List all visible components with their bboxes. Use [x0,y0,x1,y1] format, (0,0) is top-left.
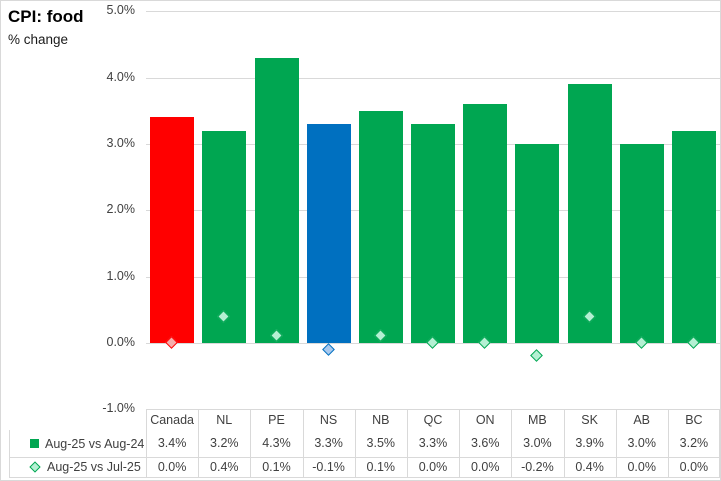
bar-bc [671,131,716,343]
table-header-nb: NB [372,413,390,427]
legend-square-icon [30,439,39,448]
table-column-border [406,409,408,477]
bar-qc [411,124,455,343]
table-row-divider [9,457,720,458]
table-column-border [719,409,720,477]
y-axis-label: 3.0% [106,136,136,150]
table-header-qc: QC [423,413,443,427]
table-cell-monthly-pe: 0.1% [262,460,291,474]
bar-nl [202,131,247,343]
table-header-ab: AB [633,413,651,427]
table-cell-yearly-on: 3.6% [470,436,500,450]
bar-on [463,104,508,343]
table-cell-yearly-nl: 3.2% [210,436,239,450]
table-column-border [563,409,565,477]
table-header-nl: NL [216,413,233,427]
table-column-border [511,409,513,477]
bar-nb [358,111,403,343]
y-axis-label: 0.0% [106,335,136,349]
table-header-on: ON [475,413,495,427]
table-header-bc: BC [685,413,703,427]
table-cell-yearly-ab: 3.0% [627,436,656,450]
table-cell-yearly-ns: 3.3% [314,436,343,450]
table-column-border [198,409,200,477]
table-column-border [459,409,461,477]
table-header-mb: MB [528,413,547,427]
y-axis-label: 4.0% [106,70,136,84]
table-column-border [146,409,147,477]
chart-subtitle: % change [8,32,69,47]
legend-item-yearly: Aug-25 vs Aug-24 [9,430,146,457]
table-cell-yearly-pe: 4.3% [262,436,291,450]
chart-title: CPI: food [8,7,84,26]
table-header-sk: SK [581,413,598,427]
table-cell-yearly-qc: 3.3% [418,436,448,450]
table-column-border [667,409,669,477]
table-header-ns: NS [319,413,338,427]
legend-label-monthly: Aug-25 vs Jul-25 [47,460,141,474]
table-cell-monthly-qc: 0.0% [418,460,448,474]
table-bottom-border [9,477,720,478]
table-top-border [146,409,720,410]
bar-ns [306,124,351,343]
legend-item-monthly: Aug-25 vs Jul-25 [9,457,146,477]
bar-mb [515,144,560,343]
table-cell-yearly-canada: 3.4% [157,436,187,450]
table-legend-left-border [9,430,10,477]
table-cell-monthly-nl: 0.4% [210,460,239,474]
table-column-border [302,409,304,477]
table-header-canada: Canada [150,413,194,427]
bar-sk [567,84,612,343]
marker-mb [530,349,544,363]
bar-canada [150,117,195,343]
table-cell-yearly-bc: 3.2% [679,436,709,450]
gridline [146,11,720,12]
table-cell-yearly-nb: 3.5% [366,436,396,450]
table-cell-monthly-canada: 0.0% [157,460,187,474]
gridline [146,78,720,79]
marker-ns [321,342,335,356]
table-column-border [615,409,617,477]
legend-label-yearly: Aug-25 vs Aug-24 [45,436,145,451]
table-column-border [354,409,356,477]
y-axis-label: -1.0% [102,401,135,415]
table-cell-monthly-nb: 0.1% [366,460,396,474]
table-cell-yearly-mb: 3.0% [523,436,552,450]
bar-ab [619,144,664,343]
table-cell-monthly-on: 0.0% [470,460,500,474]
y-axis-label: 5.0% [106,3,136,17]
table-cell-monthly-mb: -0.2% [521,460,554,474]
y-axis-label: 1.0% [106,269,136,283]
table-cell-monthly-bc: 0.0% [679,460,709,474]
table-header-pe: PE [268,413,285,427]
bar-pe [254,58,299,343]
table-cell-yearly-sk: 3.9% [575,436,604,450]
y-axis-label: 2.0% [106,202,136,216]
table-cell-monthly-sk: 0.4% [575,460,604,474]
legend-diamond-icon [29,461,41,473]
table-column-border [250,409,252,477]
table-cell-monthly-ab: 0.0% [627,460,656,474]
table-cell-monthly-ns: -0.1% [312,460,345,474]
